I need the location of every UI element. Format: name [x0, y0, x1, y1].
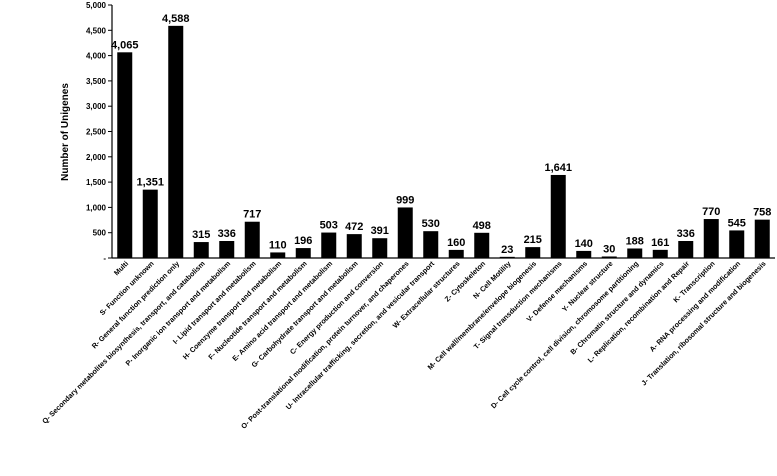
y-tick-label: 3,500: [86, 77, 107, 86]
data-label: 23: [501, 244, 513, 256]
bar: [754, 219, 770, 258]
y-tick-label: 1,500: [86, 178, 107, 187]
data-label: 545: [728, 217, 746, 229]
data-label: 160: [447, 237, 465, 249]
data-label: 999: [396, 194, 414, 206]
data-label: 336: [677, 228, 695, 240]
y-axis-ticks: - 500 1,000 1,500 2,000 2,500 3,000 3,500 4,000 4…: [86, 1, 112, 263]
bar: [321, 232, 337, 258]
bar: [678, 240, 694, 258]
data-label: 315: [192, 229, 210, 241]
data-label: 717: [243, 209, 261, 221]
bar: [601, 256, 617, 258]
y-tick-label: 4,000: [86, 52, 107, 61]
bar: [270, 252, 286, 258]
value-labels: 4,065 1,351 4,588 315 336 717 110 196 503 472 391 9…: [111, 13, 771, 256]
y-tick-label: 4,500: [86, 26, 107, 35]
x-tick-label: O- Post-translational modification, prot…: [239, 259, 411, 431]
bar: [168, 25, 184, 259]
y-tick-label: 2,000: [86, 153, 107, 162]
bar: [423, 231, 439, 258]
y-tick-label: 1,000: [86, 203, 107, 212]
bar: [576, 250, 592, 258]
bars: [117, 25, 770, 259]
bar: [550, 174, 566, 258]
data-label: 391: [371, 225, 389, 237]
bar: [652, 249, 668, 258]
bar: [219, 240, 235, 258]
axes: [111, 5, 775, 259]
bar: [729, 230, 745, 258]
data-label: 140: [575, 238, 593, 250]
bar: [244, 221, 260, 258]
bar: [142, 189, 158, 258]
data-label: 758: [753, 207, 771, 219]
data-label: 1,641: [544, 162, 572, 174]
y-tick-label: 500: [93, 229, 107, 238]
data-label: 503: [320, 220, 338, 232]
data-label: 196: [294, 235, 312, 247]
data-label: 4,588: [162, 13, 190, 25]
data-label: 110: [269, 239, 287, 251]
x-tick-label: Multi: [112, 259, 130, 277]
data-label: 498: [473, 220, 491, 232]
y-tick-label: 2,500: [86, 128, 107, 137]
x-tick-label: B- Chromatin structure and dynamics: [568, 259, 665, 356]
data-label: 215: [524, 234, 542, 246]
bar: [703, 219, 719, 258]
bar: [525, 247, 541, 258]
x-tick-label: C- Energy production and conversion: [288, 259, 385, 356]
y-axis-label: Number of Unigenes: [60, 83, 71, 181]
y-tick-label: 3,000: [86, 102, 107, 111]
data-label: 472: [345, 221, 363, 233]
data-label: 188: [626, 235, 644, 247]
data-label: 161: [651, 237, 669, 249]
data-label: 30: [603, 243, 615, 255]
bar: [474, 232, 490, 258]
bar: [372, 238, 388, 258]
data-label: 1,351: [136, 177, 164, 189]
bar: [397, 207, 413, 258]
y-tick-label: 5,000: [86, 1, 107, 10]
bar: [117, 52, 133, 258]
data-label: 770: [702, 206, 720, 218]
bar: [295, 248, 311, 258]
data-label: 4,065: [111, 39, 139, 51]
data-label: 530: [422, 218, 440, 230]
bar: [346, 234, 362, 258]
bar: [627, 248, 643, 258]
y-tick-label: -: [103, 254, 106, 263]
data-label: 336: [218, 228, 236, 240]
bar: [193, 242, 209, 258]
bar: [448, 249, 464, 258]
